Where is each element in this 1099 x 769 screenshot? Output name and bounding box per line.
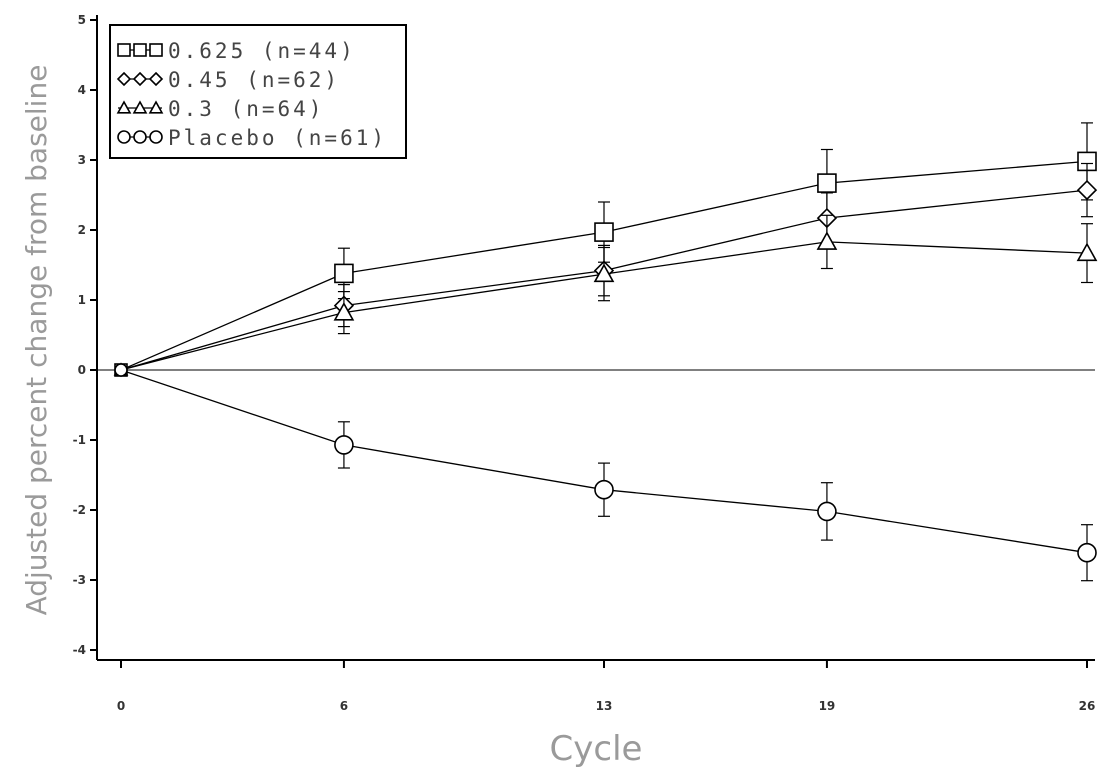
x-tick-label: 0 [117,699,125,713]
series-line [120,369,1088,554]
diamond-marker [1076,179,1098,201]
triangle-marker [1076,242,1098,262]
diamond-marker [148,71,164,87]
legend-item: 0.625 (n=44) [117,39,356,63]
circle-marker [594,479,614,500]
triangle-marker [148,100,164,114]
x-axis-title: Cycle [550,729,643,769]
diamond-marker [132,71,148,87]
legend: 0.625 (n=44) 0.45 (n=62) 0.3 (n=64) Placebo… [109,24,407,159]
triangle-marker [116,100,132,114]
square-marker [149,43,163,57]
square-marker [594,222,614,242]
y-tick-label: 1 [78,293,86,307]
y-tick-label: 2 [78,223,86,237]
circle-marker [149,130,163,144]
triangle-marker [816,231,838,250]
y-tick-label: 5 [78,13,86,27]
triangle-marker [333,301,355,321]
legend-label: 0.625 (n=44) [168,39,356,63]
x-tick-label: 6 [340,699,348,713]
series-circle [114,363,1097,582]
circle-marker [1077,542,1097,563]
y-tick-label: 0 [78,363,86,377]
circle-marker [817,501,837,522]
circle-marker [334,435,354,455]
x-tick-label: 26 [1079,699,1096,713]
legend-item: 0.3 (n=64) [116,97,324,121]
series-layer [113,122,1098,582]
series-square [114,122,1097,377]
legend-label: 0.45 (n=62) [168,68,340,92]
y-tick-label: -4 [73,643,86,657]
legend-item: 0.45 (n=62) [116,68,340,92]
y-tick-label: -1 [73,433,86,447]
x-tick-label: 13 [596,699,613,713]
x-ticks: 0 6 13 19 26 [117,660,1096,713]
square-marker [133,43,147,57]
triangle-marker [593,263,615,283]
legend-item: Placebo (n=61) [117,126,387,150]
legend-label: 0.3 (n=64) [168,97,324,121]
square-marker [117,43,131,57]
y-tick-label: 3 [78,153,86,167]
circle-marker [114,363,128,377]
y-tick-label: -2 [73,503,86,517]
triangle-marker [132,100,148,114]
square-marker [817,173,837,193]
legend-label: Placebo (n=61) [168,126,387,150]
x-tick-label: 19 [819,699,836,713]
y-axis-title: Adjusted percent change from baseline [20,65,53,616]
circle-marker [117,130,131,144]
diamond-marker [116,71,132,87]
y-tick-label: 4 [78,83,86,97]
square-marker [334,263,354,284]
y-tick-label: -3 [73,573,86,587]
circle-marker [133,130,147,144]
y-ticks: 5 4 3 2 1 0 -1 -2 -3 -4 [73,13,97,657]
